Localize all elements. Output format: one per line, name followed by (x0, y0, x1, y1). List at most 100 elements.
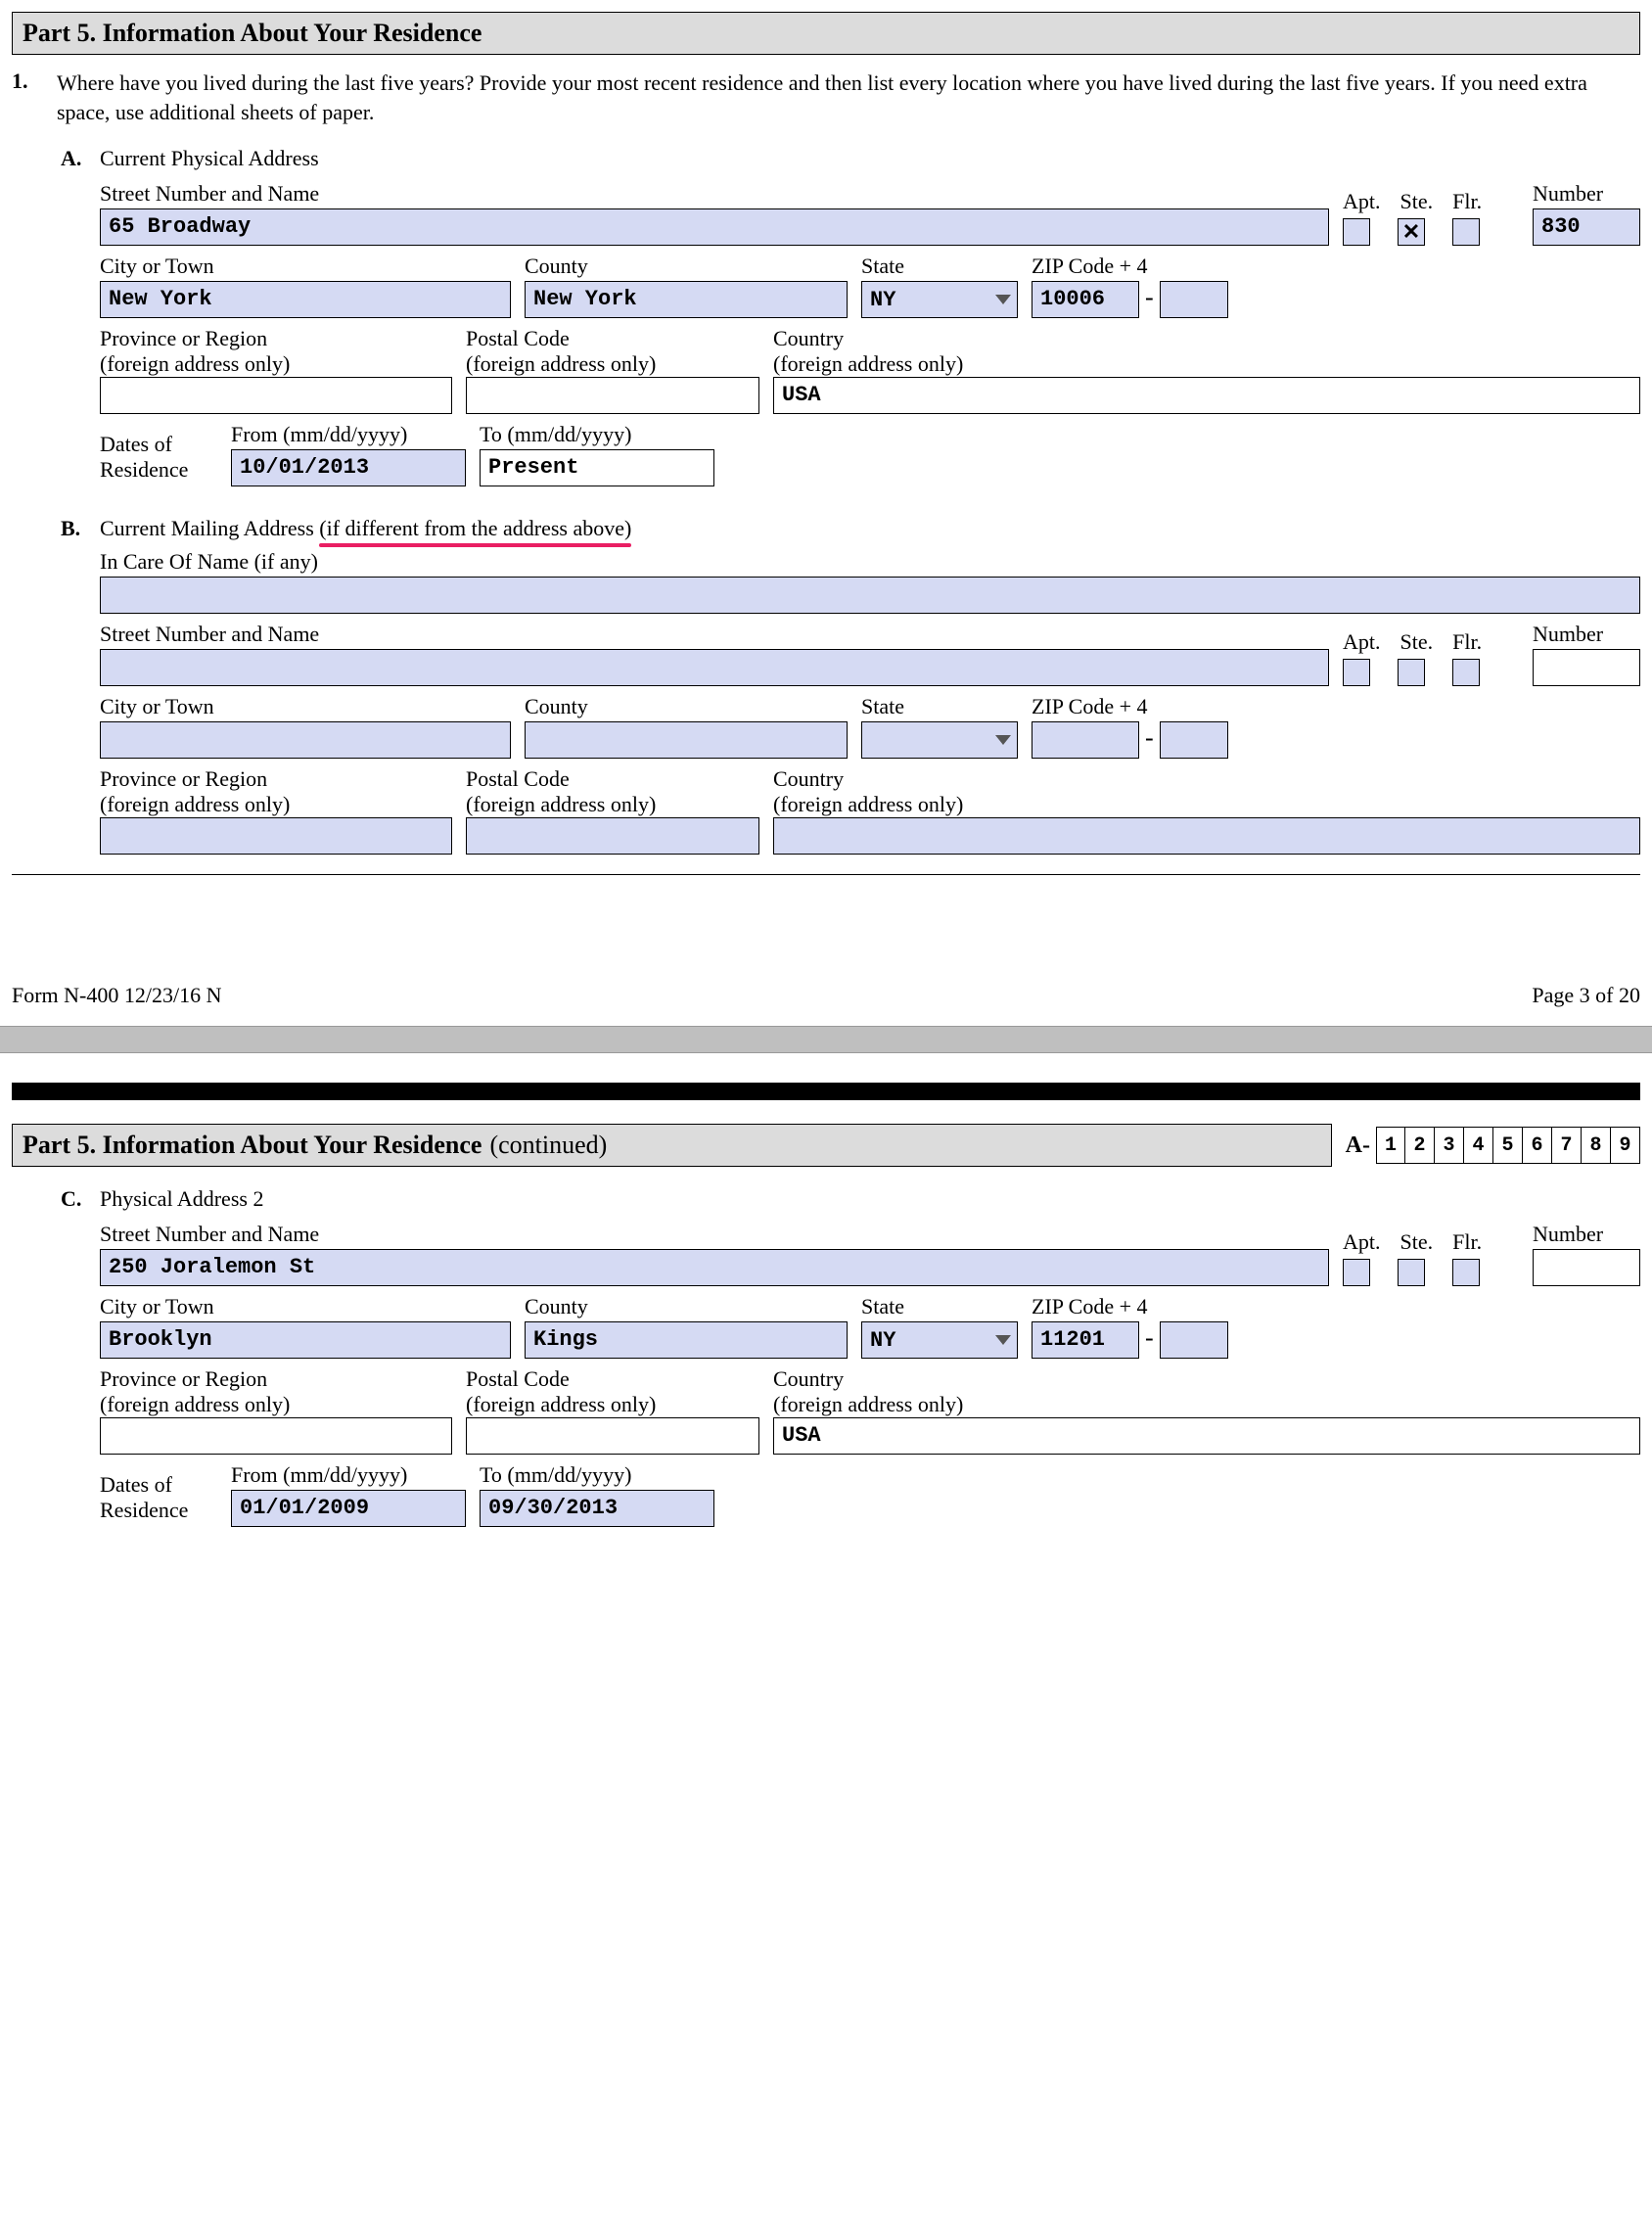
C-ste-checkbox[interactable] (1398, 1259, 1425, 1286)
C-dates-label1: Dates of (100, 1472, 217, 1498)
B-postal-input[interactable] (466, 817, 759, 855)
A-letter: A. (12, 146, 100, 173)
B-apt-checkbox[interactable] (1343, 659, 1370, 686)
A-postal-label: Postal Code (466, 326, 759, 351)
C-dates-label2: Residence (100, 1498, 217, 1523)
C-county-label: County (525, 1294, 848, 1319)
B-zip4-input[interactable] (1160, 721, 1228, 759)
B-zip-input[interactable] (1032, 721, 1139, 759)
a-digit[interactable]: 8 (1582, 1127, 1611, 1164)
C-flr-checkbox[interactable] (1452, 1259, 1480, 1286)
a-digit[interactable]: 2 (1405, 1127, 1435, 1164)
B-province-sub: (foreign address only) (100, 792, 452, 817)
C-letter: C. (12, 1186, 100, 1214)
B-street-label: Street Number and Name (100, 622, 1329, 647)
A-province-input[interactable] (100, 377, 452, 414)
A-street-input[interactable]: 65 Broadway (100, 208, 1329, 246)
C-city-input[interactable]: Brooklyn (100, 1321, 511, 1359)
C-apt-checkbox[interactable] (1343, 1259, 1370, 1286)
C-country-sub: (foreign address only) (773, 1392, 1640, 1417)
C-state-select[interactable]: NY (861, 1321, 1018, 1359)
A-country-label: Country (773, 326, 1640, 351)
A-apt-label: Apt. (1343, 189, 1381, 214)
C-zip-label: ZIP Code + 4 (1032, 1294, 1640, 1319)
C-number-label: Number (1533, 1222, 1640, 1247)
C-from-label: From (mm/dd/yyyy) (231, 1462, 466, 1488)
A-zip-label: ZIP Code + 4 (1032, 254, 1640, 279)
A-postal-input[interactable] (466, 377, 759, 414)
A-postal-sub: (foreign address only) (466, 351, 759, 377)
B-letter: B. (12, 516, 100, 541)
B-number-label: Number (1533, 622, 1640, 647)
A-ste-label: Ste. (1400, 189, 1434, 214)
A-zip4-input[interactable] (1160, 281, 1228, 318)
C-apt-label: Apt. (1343, 1229, 1381, 1255)
A-country-input[interactable]: USA (773, 377, 1640, 414)
B-ste-checkbox[interactable] (1398, 659, 1425, 686)
B-care-input[interactable] (100, 577, 1640, 614)
A-from-label: From (mm/dd/yyyy) (231, 422, 466, 447)
B-city-input[interactable] (100, 721, 511, 759)
q1-number: 1. (12, 69, 57, 126)
a-digit[interactable]: 1 (1376, 1127, 1405, 1164)
A-to-input[interactable]: Present (480, 449, 714, 486)
a-digit[interactable]: 9 (1611, 1127, 1640, 1164)
A-city-label: City or Town (100, 254, 511, 279)
B-care-label: In Care Of Name (if any) (100, 549, 1640, 575)
B-state-select[interactable] (861, 721, 1018, 759)
A-state-select[interactable]: NY (861, 281, 1018, 318)
C-zip4-input[interactable] (1160, 1321, 1228, 1359)
a-digit[interactable]: 5 (1493, 1127, 1523, 1164)
B-county-input[interactable] (525, 721, 848, 759)
C-postal-sub: (foreign address only) (466, 1392, 759, 1417)
B-apt-label: Apt. (1343, 629, 1381, 655)
footer-left: Form N-400 12/23/16 N (12, 983, 222, 1008)
C-state-value: NY (870, 1328, 895, 1353)
C-country-input[interactable]: USA (773, 1417, 1640, 1455)
C-postal-input[interactable] (466, 1417, 759, 1455)
a-digit[interactable]: 7 (1552, 1127, 1582, 1164)
A-zip-input[interactable]: 10006 (1032, 281, 1139, 318)
C-street-input[interactable]: 250 Joralemon St (100, 1249, 1329, 1286)
question-1: 1. Where have you lived during the last … (12, 69, 1640, 126)
C-from-input[interactable]: 01/01/2009 (231, 1490, 466, 1527)
A-street-label: Street Number and Name (100, 181, 1329, 207)
dropdown-icon (995, 735, 1011, 745)
zip-dash: - (1143, 283, 1156, 318)
A-number-label: Number (1533, 181, 1640, 207)
C-to-input[interactable]: 09/30/2013 (480, 1490, 714, 1527)
A-state-value: NY (870, 288, 895, 312)
B-flr-label: Flr. (1452, 629, 1482, 655)
C-to-label: To (mm/dd/yyyy) (480, 1462, 714, 1488)
A-number-input[interactable]: 830 (1533, 208, 1640, 246)
B-ste-label: Ste. (1400, 629, 1434, 655)
part5-header: Part 5. Information About Your Residence (12, 12, 1640, 55)
B-province-input[interactable] (100, 817, 452, 855)
A-apt-checkbox[interactable] (1343, 218, 1370, 246)
footer-right: Page 3 of 20 (1532, 983, 1640, 1008)
a-digit[interactable]: 6 (1523, 1127, 1552, 1164)
C-province-input[interactable] (100, 1417, 452, 1455)
dropdown-icon (995, 1335, 1011, 1345)
A-to-label: To (mm/dd/yyyy) (480, 422, 714, 447)
B-state-label: State (861, 694, 1018, 719)
C-zip-input[interactable]: 11201 (1032, 1321, 1139, 1359)
A-city-input[interactable]: New York (100, 281, 511, 318)
B-flr-checkbox[interactable] (1452, 659, 1480, 686)
A-ste-checkbox[interactable]: ✕ (1398, 218, 1425, 246)
B-title-highlight: (if different from the address above) (319, 516, 631, 541)
A-county-input[interactable]: New York (525, 281, 848, 318)
A-from-input[interactable]: 10/01/2013 (231, 449, 466, 486)
B-county-label: County (525, 694, 848, 719)
C-county-input[interactable]: Kings (525, 1321, 848, 1359)
page-top-bar (12, 1083, 1640, 1100)
A-province-sub: (foreign address only) (100, 351, 452, 377)
A-county-label: County (525, 254, 848, 279)
B-street-input[interactable] (100, 649, 1329, 686)
a-digit[interactable]: 3 (1435, 1127, 1464, 1164)
B-number-input[interactable] (1533, 649, 1640, 686)
C-number-input[interactable] (1533, 1249, 1640, 1286)
B-country-input[interactable] (773, 817, 1640, 855)
a-digit[interactable]: 4 (1464, 1127, 1493, 1164)
A-flr-checkbox[interactable] (1452, 218, 1480, 246)
